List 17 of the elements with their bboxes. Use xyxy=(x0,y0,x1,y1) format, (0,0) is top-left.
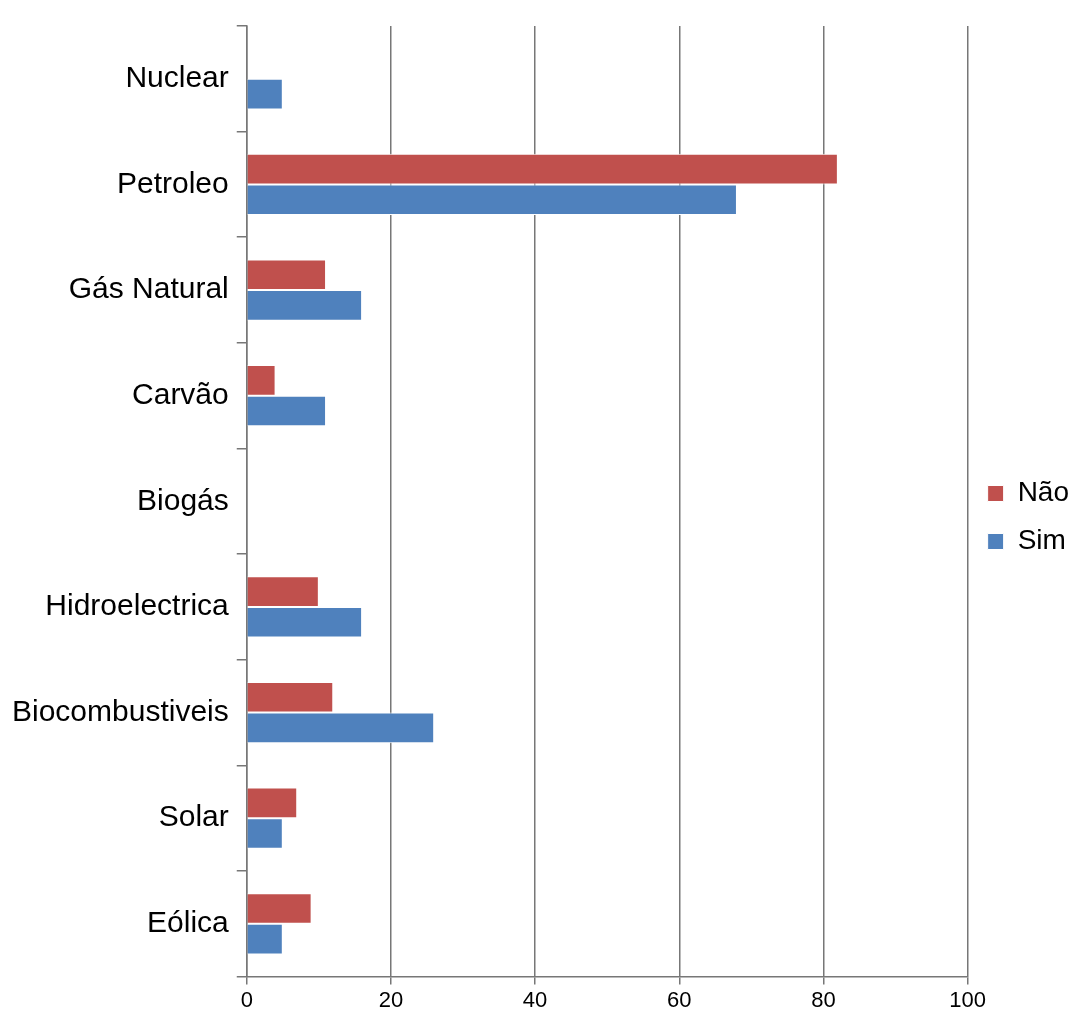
y-tick-label: Carvão xyxy=(132,376,229,410)
legend-label: Sim xyxy=(1017,524,1066,556)
y-tick-label: Biocombustiveis xyxy=(11,693,229,727)
x-tick-label: 0 xyxy=(240,986,253,1012)
x-tick-label: 60 xyxy=(667,986,692,1012)
legend-label: Não xyxy=(1017,476,1070,508)
x-tick-label: 40 xyxy=(522,986,548,1012)
y-tick-label: Biogás xyxy=(137,482,229,516)
y-tick-label: Nuclear xyxy=(125,60,229,94)
y-tick-label: Hidroelectrica xyxy=(45,588,230,622)
x-tick-label: 20 xyxy=(378,986,404,1012)
y-tick-label: Petroleo xyxy=(117,165,229,199)
x-tick-label: 100 xyxy=(949,986,986,1012)
y-tick-label: Solar xyxy=(158,799,229,833)
y-tick-label: Eólica xyxy=(147,905,230,939)
y-tick-label: Gás Natural xyxy=(68,271,229,305)
x-tick-label: 80 xyxy=(811,986,836,1012)
